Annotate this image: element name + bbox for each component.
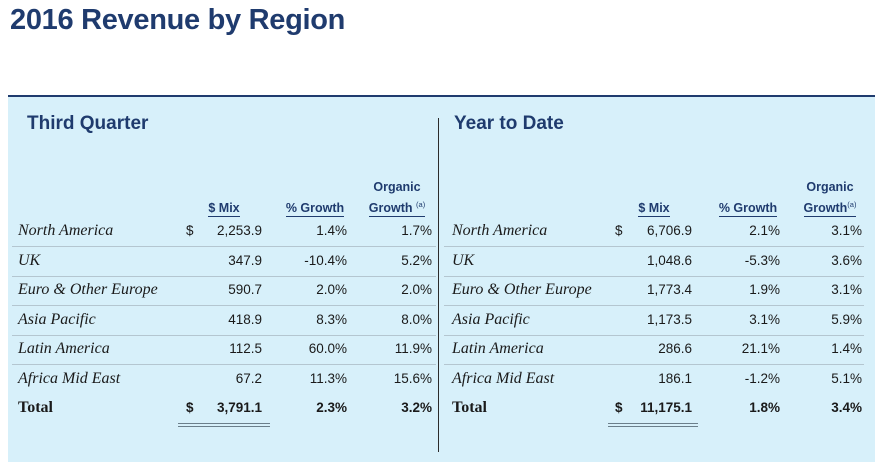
growth-value: 1.9% — [749, 282, 780, 297]
organic-growth-value: 3.2% — [401, 400, 432, 415]
revenue-table-panel — [8, 95, 875, 462]
organic-growth-value: 3.1% — [831, 282, 862, 297]
organic-growth-value: 3.4% — [831, 400, 862, 415]
mix-value: 1,048.6 — [646, 252, 692, 268]
region-name: UK — [452, 251, 475, 269]
growth-value: 1.4% — [316, 223, 347, 238]
region-name: North America — [452, 222, 548, 239]
growth-value: -1.2% — [744, 370, 780, 386]
region-name: Latin America — [452, 340, 544, 357]
header-mix: $ Mix — [638, 201, 670, 217]
table-row: Euro & Other Europe 590.7 2.0% 2.0% — [12, 277, 436, 306]
growth-value: -10.4% — [304, 252, 347, 268]
organic-growth-value: 8.0% — [401, 311, 432, 327]
growth-value: 1.8% — [749, 400, 780, 415]
table-row: Asia Pacific 1,173.5 3.1% 5.9% — [444, 307, 864, 336]
growth-value: 60.0% — [308, 341, 347, 356]
region-name: Latin America — [18, 340, 110, 357]
total-double-underline — [178, 423, 270, 427]
mix-value: 286.6 — [658, 341, 692, 356]
currency-symbol: $ — [615, 400, 623, 415]
section-title-third-quarter: Third Quarter — [27, 113, 149, 134]
total-label: Total — [18, 399, 53, 416]
organic-growth-value: 3.1% — [831, 223, 862, 238]
page-title: 2016 Revenue by Region — [10, 4, 346, 36]
mix-value: 3,791.1 — [216, 400, 262, 415]
region-name: Africa Mid East — [452, 369, 555, 387]
mix-value: 1,173.5 — [646, 311, 692, 327]
growth-value: 2.0% — [316, 282, 347, 297]
growth-value: 8.3% — [316, 311, 347, 327]
organic-growth-value: 15.6% — [393, 370, 432, 386]
growth-value: -5.3% — [744, 252, 780, 268]
table-row: Latin America 112.5 60.0% 11.9% — [12, 336, 436, 365]
table-row: UK 347.9 -10.4% 5.2% — [12, 248, 436, 277]
section-divider — [438, 118, 439, 452]
mix-value: 1,773.4 — [646, 282, 692, 297]
region-name: North America — [18, 222, 114, 239]
total-row: Total $11,175.1 1.8% 3.4% — [444, 395, 864, 424]
mix-value: 590.7 — [228, 282, 262, 297]
growth-value: 2.3% — [316, 400, 347, 415]
organic-growth-value: 5.9% — [831, 311, 862, 327]
currency-symbol: $ — [186, 223, 194, 238]
header-growth: % Growth — [718, 201, 778, 217]
mix-value: 418.9 — [228, 311, 262, 327]
currency-symbol: $ — [186, 400, 194, 415]
header-organic: Organic Growth(a) — [803, 180, 857, 217]
mix-value: 6,706.9 — [646, 223, 692, 238]
table-row: UK 1,048.6 -5.3% 3.6% — [444, 248, 864, 277]
total-row: Total $3,791.1 2.3% 3.2% — [12, 395, 436, 424]
growth-value: 11.3% — [309, 370, 347, 386]
total-label: Total — [452, 399, 487, 416]
mix-value: 2,253.9 — [216, 223, 262, 238]
region-name: Africa Mid East — [18, 369, 121, 387]
region-name: Asia Pacific — [18, 310, 96, 328]
region-name: Asia Pacific — [452, 310, 530, 328]
table-row: North America $6,706.9 2.1% 3.1% — [444, 218, 864, 247]
organic-growth-value: 5.2% — [401, 252, 432, 268]
table-row: Latin America 286.6 21.1% 1.4% — [444, 336, 864, 365]
organic-growth-value: 5.1% — [831, 370, 862, 386]
header-organic: Organic Growth (a) — [368, 180, 426, 217]
growth-value: 3.1% — [749, 311, 780, 327]
organic-growth-value: 11.9% — [394, 341, 432, 356]
currency-symbol: $ — [615, 223, 623, 238]
header-mix: $ Mix — [208, 201, 240, 217]
total-double-underline — [608, 423, 698, 427]
mix-value: 67.2 — [235, 370, 262, 386]
organic-growth-value: 3.6% — [831, 252, 862, 268]
table-row: Euro & Other Europe 1,773.4 1.9% 3.1% — [444, 277, 864, 306]
mix-value: 112.5 — [229, 341, 262, 356]
organic-growth-value: 1.4% — [831, 341, 862, 356]
table-row: Africa Mid East 67.2 11.3% 15.6% — [12, 366, 436, 395]
footnote-marker: (a) — [847, 200, 857, 209]
region-name: Euro & Other Europe — [452, 281, 592, 298]
growth-value: 2.1% — [749, 223, 780, 238]
header-growth: % Growth — [285, 201, 345, 217]
organic-growth-value: 2.0% — [401, 282, 432, 297]
section-title-year-to-date: Year to Date — [454, 113, 564, 134]
mix-value: 11,175.1 — [640, 400, 692, 415]
table-row: North America $2,253.9 1.4% 1.7% — [12, 218, 436, 247]
mix-value: 186.1 — [658, 370, 692, 386]
footnote-marker: (a) — [416, 200, 426, 209]
region-name: Euro & Other Europe — [18, 281, 158, 298]
growth-value: 21.1% — [741, 341, 780, 356]
organic-growth-value: 1.7% — [401, 223, 432, 238]
table-row: Africa Mid East 186.1 -1.2% 5.1% — [444, 366, 864, 395]
table-row: Asia Pacific 418.9 8.3% 8.0% — [12, 307, 436, 336]
region-name: UK — [18, 251, 41, 269]
mix-value: 347.9 — [228, 252, 262, 268]
